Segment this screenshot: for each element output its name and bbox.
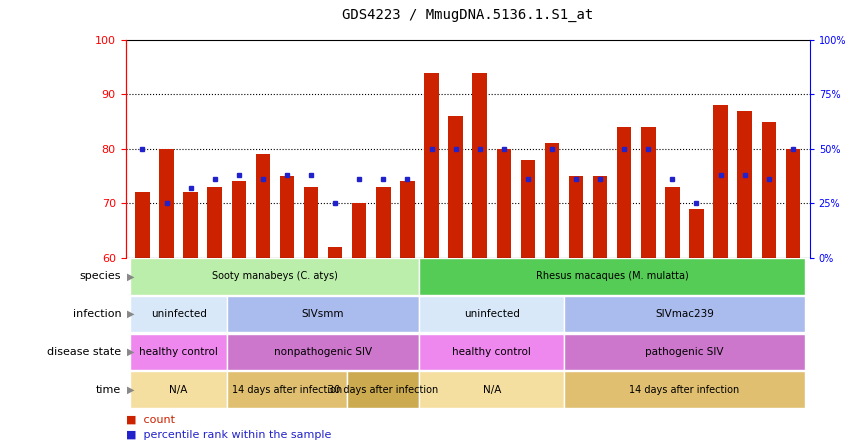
Bar <box>184 192 197 258</box>
Text: time: time <box>96 385 121 395</box>
Bar <box>761 122 776 258</box>
Text: Sooty manabeys (C. atys): Sooty manabeys (C. atys) <box>212 271 338 281</box>
Bar <box>400 181 415 258</box>
Text: ▶: ▶ <box>127 385 135 395</box>
Bar <box>227 296 419 332</box>
Text: infection: infection <box>73 309 121 319</box>
Bar <box>738 111 752 258</box>
Bar <box>520 160 535 258</box>
Bar <box>227 372 347 408</box>
Text: ▶: ▶ <box>127 347 135 357</box>
Bar <box>131 296 227 332</box>
Text: N/A: N/A <box>482 385 501 395</box>
Bar <box>714 105 727 258</box>
Bar <box>352 203 366 258</box>
Text: healthy control: healthy control <box>139 347 218 357</box>
Bar <box>564 334 805 370</box>
Bar <box>419 372 564 408</box>
Text: SIVmac239: SIVmac239 <box>655 309 714 319</box>
Text: 14 days after infection: 14 days after infection <box>232 385 342 395</box>
Bar <box>496 149 511 258</box>
Bar <box>419 296 564 332</box>
Text: uninfected: uninfected <box>151 309 206 319</box>
Text: GDS4223 / MmugDNA.5136.1.S1_at: GDS4223 / MmugDNA.5136.1.S1_at <box>342 8 593 22</box>
Bar <box>227 334 419 370</box>
Bar <box>328 246 342 258</box>
Bar <box>419 258 805 294</box>
Bar <box>131 334 227 370</box>
Bar <box>131 372 227 408</box>
Text: healthy control: healthy control <box>452 347 531 357</box>
Text: uninfected: uninfected <box>464 309 520 319</box>
Text: ■  count: ■ count <box>126 414 175 424</box>
Bar <box>231 181 246 258</box>
Bar <box>665 187 680 258</box>
Bar <box>785 149 800 258</box>
Bar <box>564 372 805 408</box>
Bar <box>304 187 319 258</box>
Bar <box>376 187 391 258</box>
Text: 14 days after infection: 14 days after infection <box>630 385 740 395</box>
Text: Rhesus macaques (M. mulatta): Rhesus macaques (M. mulatta) <box>536 271 688 281</box>
Bar <box>255 154 270 258</box>
Bar <box>131 258 419 294</box>
Bar <box>569 176 584 258</box>
Text: N/A: N/A <box>170 385 188 395</box>
Bar <box>135 192 150 258</box>
Bar <box>617 127 631 258</box>
Bar <box>545 143 559 258</box>
Bar <box>419 334 564 370</box>
Text: ▶: ▶ <box>127 271 135 281</box>
Text: pathogenic SIV: pathogenic SIV <box>645 347 724 357</box>
Text: species: species <box>80 271 121 281</box>
Text: SIVsmm: SIVsmm <box>302 309 345 319</box>
Text: nonpathogenic SIV: nonpathogenic SIV <box>274 347 372 357</box>
Bar <box>424 72 439 258</box>
Bar <box>564 296 805 332</box>
Bar <box>641 127 656 258</box>
Bar <box>593 176 607 258</box>
Bar <box>159 149 174 258</box>
Text: ■  percentile rank within the sample: ■ percentile rank within the sample <box>126 430 331 440</box>
Text: 30 days after infection: 30 days after infection <box>328 385 438 395</box>
Bar <box>449 116 462 258</box>
Bar <box>473 72 487 258</box>
Bar <box>347 372 419 408</box>
Bar <box>208 187 222 258</box>
Text: ▶: ▶ <box>127 309 135 319</box>
Bar <box>280 176 294 258</box>
Bar <box>689 209 704 258</box>
Text: disease state: disease state <box>47 347 121 357</box>
